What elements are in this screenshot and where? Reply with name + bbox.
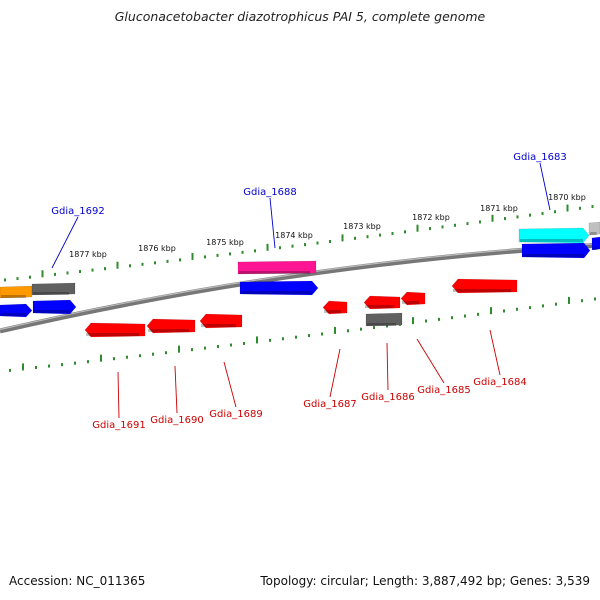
genome-backbone-highlight: [0, 242, 600, 331]
gene-label-gdia-1691: Gdia_1691: [92, 420, 145, 431]
leader-gdia-1689: [223, 361, 237, 408]
scale-label-1871-kbp: 1871 kbp: [480, 204, 518, 213]
gene-label-gdia-1683: Gdia_1683: [513, 152, 566, 163]
gene-blue-3-body: [239, 280, 319, 296]
gene-gdia-1688-shade: [239, 271, 310, 274]
gene-blue-4: [521, 242, 591, 259]
gene-gdia-1685-body: [400, 291, 426, 306]
leader-gdia-1692: [51, 216, 79, 269]
gene-gdia-1692: [31, 282, 76, 296]
scale-label-1872-kbp: 1872 kbp: [412, 213, 450, 222]
gene-lightgray-body: [588, 221, 600, 236]
scale-label-1873-kbp: 1873 kbp: [343, 222, 381, 231]
gene-blue-5-body: [591, 236, 600, 251]
inner-scale-ticks: [9, 296, 596, 372]
gene-lightgray: [588, 221, 600, 236]
gene-features: [0, 221, 600, 338]
gene-lightgray-shade: [590, 232, 597, 235]
gene-gdia-1688: [237, 260, 317, 275]
leader-gdia-1688: [269, 197, 276, 249]
gene-gdia-1687-body: [322, 300, 348, 315]
gene-gdia-1686: [365, 312, 403, 327]
gene-gdia-1690-shade: [148, 329, 189, 332]
map-title: Gluconacetobacter diazotrophicus PAI 5, …: [114, 9, 486, 24]
gene-blue-2-body: [32, 299, 77, 315]
gene-gdia-1686-shade: [367, 323, 396, 326]
gene-gdia-1691-body: [84, 322, 146, 338]
gene-gdia-1684-shade: [453, 289, 511, 292]
label-leader-lines: [51, 162, 551, 419]
scale-label-1870-kbp: 1870 kbp: [548, 193, 586, 202]
gene-blue-1-body: [0, 303, 33, 318]
gene-blue-2: [32, 299, 77, 315]
gene-gdia-1691-shade: [86, 333, 139, 336]
gene-blue-1-shade: [1, 313, 26, 316]
gene-gdia-1683-shade: [520, 239, 583, 242]
gene-label-gdia-1692: Gdia_1692: [51, 206, 104, 217]
gene-gdia-1684-body: [451, 278, 518, 294]
gene-blue-4-shade: [523, 254, 584, 257]
gene-blue-5: [591, 236, 600, 251]
gene-gdia-1683: [518, 227, 590, 244]
gene-blue-3-shade: [241, 291, 312, 294]
gene-gdia-1685-shade: [402, 301, 419, 304]
gene-red-small: [363, 295, 401, 310]
outer-scale-ticks: [4, 204, 594, 282]
gene-gdia-1690-body: [146, 318, 196, 334]
gene-blue-2-shade: [34, 310, 70, 313]
leader-gdia-1687: [329, 348, 341, 398]
gene-gdia-1692-body: [31, 282, 76, 296]
gene-orange-body: [0, 285, 33, 299]
gene-gdia-1685: [400, 291, 426, 306]
gene-gdia-1690: [146, 318, 196, 334]
gene-gdia-1689-body: [199, 313, 243, 329]
gene-gdia-1687-shade: [324, 310, 341, 313]
scale-label-1876-kbp: 1876 kbp: [138, 244, 176, 253]
gene-blue-5-shade: [593, 247, 598, 250]
gene-gdia-1692-shade: [33, 292, 69, 295]
gene-orange-shade: [1, 295, 26, 298]
gene-label-gdia-1690: Gdia_1690: [150, 415, 203, 426]
gene-orange: [0, 285, 33, 299]
gene-gdia-1691: [84, 322, 146, 338]
accession-text: Accession: NC_011365: [9, 574, 146, 588]
leader-gdia-1684: [489, 329, 501, 376]
gene-blue-3: [239, 280, 319, 296]
gene-gdia-1687: [322, 300, 348, 315]
gene-gdia-1689-shade: [201, 324, 236, 327]
leader-gdia-1683: [539, 162, 551, 211]
genome-summary-text: Topology: circular; Length: 3,887,492 bp…: [260, 574, 590, 588]
scale-label-1874-kbp: 1874 kbp: [275, 231, 313, 240]
scale-label-1875-kbp: 1875 kbp: [206, 238, 244, 247]
leader-gdia-1690: [174, 365, 178, 414]
gene-red-small-shade: [365, 305, 394, 308]
scale-label-1877-kbp: 1877 kbp: [69, 250, 107, 259]
gene-label-gdia-1686: Gdia_1686: [361, 392, 414, 403]
gene-label-gdia-1687: Gdia_1687: [303, 399, 356, 410]
gene-blue-4-body: [521, 242, 591, 259]
gene-gdia-1688-body: [237, 260, 317, 275]
genome-backbone: [0, 242, 600, 334]
gene-label-gdia-1685: Gdia_1685: [417, 385, 470, 396]
gene-label-gdia-1689: Gdia_1689: [209, 409, 262, 420]
gene-gdia-1684: [451, 278, 518, 294]
gene-red-small-body: [363, 295, 401, 310]
leader-gdia-1691: [117, 371, 120, 419]
gene-gdia-1689: [199, 313, 243, 329]
gene-blue-1: [0, 303, 33, 318]
gene-label-gdia-1688: Gdia_1688: [243, 187, 296, 198]
leader-gdia-1685: [416, 338, 445, 384]
gene-label-gdia-1684: Gdia_1684: [473, 377, 526, 388]
gene-gdia-1683-body: [518, 227, 590, 244]
leader-gdia-1686: [386, 342, 389, 391]
gene-gdia-1686-body: [365, 312, 403, 327]
